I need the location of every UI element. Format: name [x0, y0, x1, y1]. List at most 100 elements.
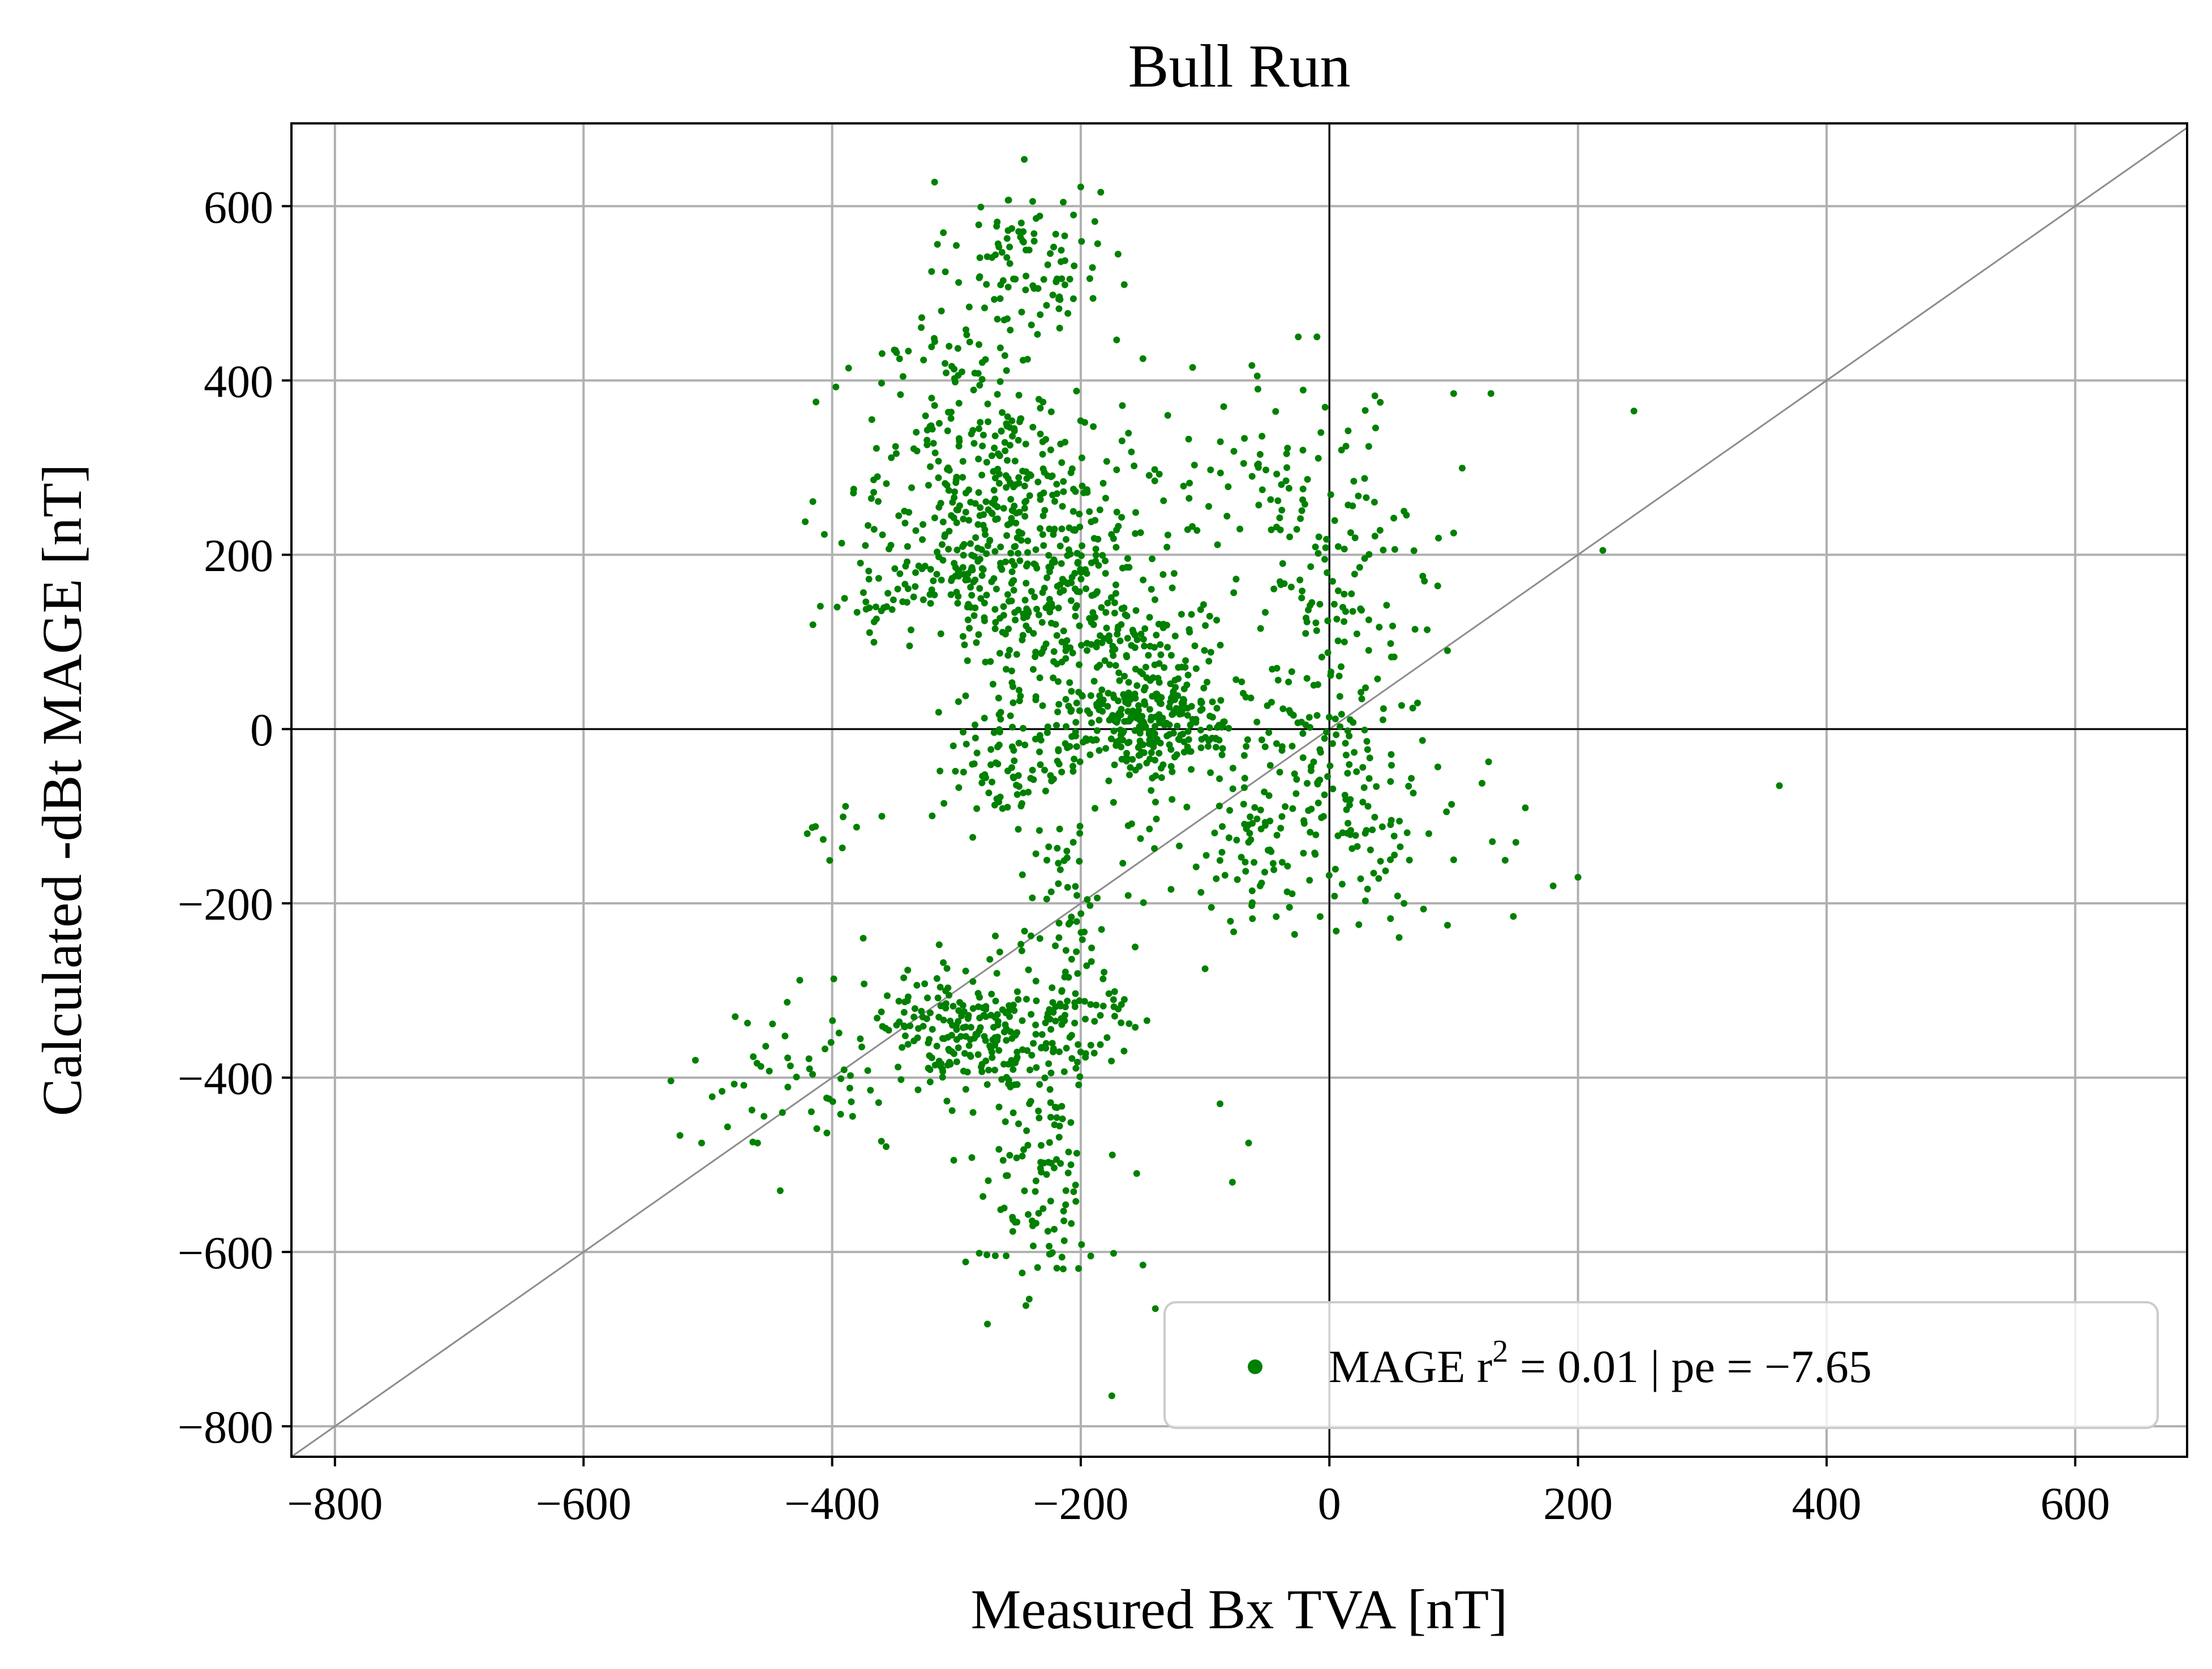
- data-point: [1070, 211, 1077, 218]
- data-point: [928, 586, 935, 594]
- data-point: [1128, 448, 1135, 456]
- data-point: [1282, 803, 1289, 810]
- data-point: [1076, 661, 1083, 668]
- data-point: [1046, 1086, 1054, 1093]
- data-point: [1030, 238, 1038, 245]
- data-point: [1004, 767, 1011, 775]
- data-point: [861, 980, 867, 988]
- data-point: [927, 463, 934, 470]
- data-point: [805, 1055, 813, 1062]
- data-point: [1215, 722, 1223, 729]
- data-point: [922, 412, 929, 419]
- data-point: [962, 1258, 969, 1265]
- data-point: [990, 468, 997, 475]
- data-point: [912, 583, 919, 590]
- data-point: [1113, 508, 1120, 516]
- data-point: [1171, 632, 1179, 640]
- data-point: [1217, 438, 1224, 445]
- data-point: [994, 743, 1001, 750]
- data-point: [1020, 724, 1026, 732]
- data-point: [1390, 653, 1398, 660]
- data-point: [1146, 706, 1153, 713]
- data-point: [1187, 721, 1194, 728]
- data-point: [938, 541, 946, 548]
- data-point: [1191, 642, 1199, 650]
- data-point: [1318, 654, 1325, 660]
- data-point: [1047, 1099, 1054, 1106]
- data-point: [1055, 1134, 1063, 1141]
- data-point: [961, 641, 968, 649]
- data-point: [946, 992, 952, 999]
- data-point: [1225, 483, 1232, 490]
- data-point: [1266, 817, 1274, 825]
- data-point: [1066, 1033, 1073, 1041]
- data-point: [1321, 556, 1328, 563]
- data-point: [993, 969, 1000, 977]
- grid-lines: [291, 123, 2187, 1457]
- data-point: [1107, 735, 1115, 743]
- data-point: [1094, 894, 1101, 902]
- data-point: [952, 767, 959, 775]
- data-point: [1080, 739, 1087, 746]
- data-point: [1153, 737, 1161, 745]
- data-point: [1274, 497, 1282, 504]
- data-point: [1125, 689, 1132, 697]
- data-point: [1011, 457, 1019, 465]
- data-point: [1058, 658, 1066, 666]
- data-point: [1316, 913, 1324, 920]
- data-point: [1106, 716, 1113, 724]
- data-point: [1037, 311, 1044, 318]
- data-point: [1053, 480, 1060, 488]
- data-point: [1055, 295, 1062, 303]
- data-point: [1132, 666, 1139, 673]
- data-point: [1050, 658, 1057, 665]
- data-point: [1061, 232, 1068, 239]
- data-point: [1136, 763, 1143, 770]
- data-point: [1118, 706, 1125, 713]
- data-point: [1003, 1037, 1010, 1044]
- data-point: [987, 746, 995, 753]
- data-point: [920, 1023, 927, 1030]
- data-point: [928, 343, 935, 350]
- data-point: [901, 1023, 908, 1031]
- data-point: [1008, 514, 1015, 522]
- data-point: [1015, 528, 1023, 535]
- data-point: [997, 1206, 1004, 1213]
- data-point: [978, 1068, 986, 1075]
- data-point: [1140, 899, 1147, 906]
- data-point: [1076, 1073, 1084, 1080]
- data-point: [947, 591, 955, 598]
- data-point: [1050, 1045, 1057, 1052]
- data-point: [839, 813, 847, 821]
- data-point: [938, 1060, 945, 1067]
- data-point: [1139, 355, 1146, 362]
- data-point: [1011, 757, 1018, 765]
- data-point: [1018, 947, 1025, 954]
- data-point: [1362, 684, 1369, 692]
- data-point: [1776, 782, 1783, 790]
- data-point: [1303, 675, 1311, 682]
- data-point: [1448, 801, 1455, 808]
- data-point: [1274, 676, 1282, 684]
- data-point: [997, 295, 1004, 302]
- data-point: [1065, 702, 1072, 710]
- x-tick-label: 200: [1543, 1478, 1613, 1529]
- data-point: [1097, 1041, 1104, 1048]
- data-point: [1063, 723, 1070, 730]
- data-point: [962, 967, 969, 975]
- data-point: [918, 1007, 925, 1015]
- data-point: [1071, 262, 1078, 269]
- data-point: [1073, 602, 1080, 609]
- data-point: [1137, 630, 1145, 638]
- data-point: [1188, 611, 1195, 618]
- data-point: [1060, 1207, 1067, 1215]
- data-point: [1008, 1035, 1016, 1042]
- data-point: [1062, 1187, 1070, 1194]
- data-point: [1389, 623, 1396, 630]
- data-point: [1189, 523, 1196, 530]
- data-point: [993, 759, 999, 766]
- data-point: [1317, 429, 1325, 436]
- data-point: [1316, 746, 1324, 753]
- data-point: [1049, 291, 1056, 299]
- data-point: [1298, 507, 1305, 514]
